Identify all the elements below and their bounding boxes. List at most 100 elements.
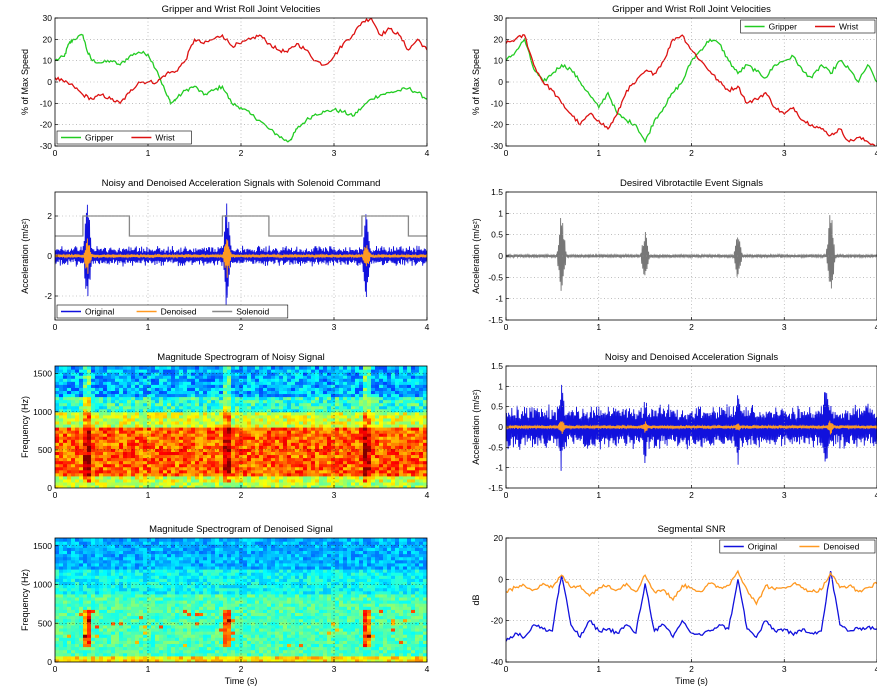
y-tick-label: -0.5 (488, 272, 503, 282)
heatmap-cell (391, 417, 396, 422)
heatmap-cell (111, 408, 116, 413)
heatmap-cell (107, 378, 112, 382)
heatmap-cell (67, 390, 72, 395)
heatmap-cell (211, 405, 216, 410)
heatmap-cell (187, 430, 192, 434)
heatmap-cell (159, 451, 164, 456)
heatmap-cell (55, 427, 60, 431)
heatmap-cell (99, 627, 104, 632)
heatmap-cell (151, 369, 156, 373)
heatmap-cell (143, 559, 148, 564)
heatmap-cell (63, 646, 68, 651)
heatmap-cell (259, 405, 264, 410)
heatmap-cell (299, 384, 304, 388)
heatmap-cell (391, 448, 396, 452)
heatmap-cell (371, 484, 376, 488)
heatmap-cell (99, 559, 104, 564)
heatmap-cell (327, 427, 332, 431)
heatmap-cell (327, 475, 332, 480)
heatmap-cell (379, 396, 384, 401)
heatmap-cell (195, 396, 200, 401)
heatmap-cell (119, 596, 124, 601)
heatmap-cell (347, 381, 352, 385)
heatmap-cell (191, 387, 196, 391)
y-axis-label: Acceleration (m/s²) (471, 389, 481, 465)
heatmap-cell (307, 439, 312, 443)
heatmap-cell (343, 466, 348, 471)
y-tick-label: -1.5 (488, 315, 503, 325)
heatmap-cell (103, 423, 108, 428)
heatmap-cell (247, 451, 252, 456)
heatmap-cell (147, 463, 152, 468)
heatmap-cell (271, 405, 276, 410)
heatmap-cell (111, 369, 116, 373)
heatmap-cell (307, 448, 312, 452)
heatmap-cell (103, 609, 108, 613)
heatmap-cell (351, 381, 356, 385)
heatmap-cell (391, 430, 396, 434)
heatmap-cell (295, 405, 300, 410)
heatmap-cell (395, 475, 400, 480)
heatmap-cell (107, 478, 112, 483)
heatmap-cell (355, 375, 360, 379)
heatmap-cell (215, 427, 220, 431)
heatmap-cell (319, 405, 324, 410)
heatmap-cell (111, 372, 116, 376)
heatmap-cell (407, 420, 412, 425)
heatmap-cell (143, 384, 148, 388)
heatmap-cell (303, 442, 308, 446)
heatmap-cell (263, 463, 268, 468)
heatmap-cell (243, 366, 248, 370)
heatmap-cell (235, 402, 240, 407)
heatmap-cell (175, 430, 180, 434)
heatmap-cell (163, 372, 168, 376)
heatmap-cell (87, 606, 92, 610)
heatmap-cell (123, 439, 128, 443)
heatmap-cell (143, 445, 148, 449)
heatmap-cell (103, 559, 108, 564)
heatmap-cell (67, 649, 72, 654)
heatmap-cell (107, 565, 112, 570)
heatmap-cell (391, 472, 396, 477)
heatmap-cell (79, 472, 84, 477)
heatmap-cell (55, 572, 60, 576)
heatmap-cell (415, 399, 420, 404)
heatmap-cell (83, 655, 88, 660)
heatmap-cell (199, 463, 204, 468)
heatmap-cell (311, 384, 316, 388)
heatmap-cell (139, 472, 144, 477)
heatmap-cell (223, 463, 228, 468)
heatmap-cell (247, 411, 252, 416)
heatmap-cell (127, 381, 132, 385)
heatmap-cell (359, 469, 364, 474)
heatmap-cell (355, 454, 360, 459)
heatmap-cell (235, 405, 240, 410)
heatmap-cell (399, 369, 404, 373)
heatmap-cell (187, 454, 192, 459)
heatmap-cell (63, 369, 68, 373)
plot-area (506, 215, 877, 291)
heatmap-cell (363, 481, 368, 486)
heatmap-cell (75, 390, 80, 395)
heatmap-cell (191, 423, 196, 428)
heatmap-cell (419, 402, 424, 407)
heatmap-cell (307, 463, 312, 468)
heatmap-cell (267, 445, 272, 449)
heatmap-cell (359, 430, 364, 434)
legend: Original Denoised Solenoid (56, 304, 289, 319)
heatmap-cell (111, 381, 116, 385)
heatmap-cell (59, 559, 64, 564)
heatmap-cell (267, 436, 272, 440)
heatmap-cell (59, 584, 64, 589)
heatmap-cell (143, 634, 148, 638)
heatmap-cell (387, 436, 392, 440)
heatmap-cell (211, 463, 216, 468)
heatmap-cell (107, 569, 112, 573)
heatmap-cell (399, 387, 404, 391)
heatmap-cell (383, 463, 388, 468)
heatmap-cell (335, 393, 340, 398)
heatmap-cell (231, 390, 236, 395)
heatmap-cell (287, 463, 292, 468)
heatmap-cell (415, 417, 420, 422)
heatmap-cell (147, 578, 152, 582)
